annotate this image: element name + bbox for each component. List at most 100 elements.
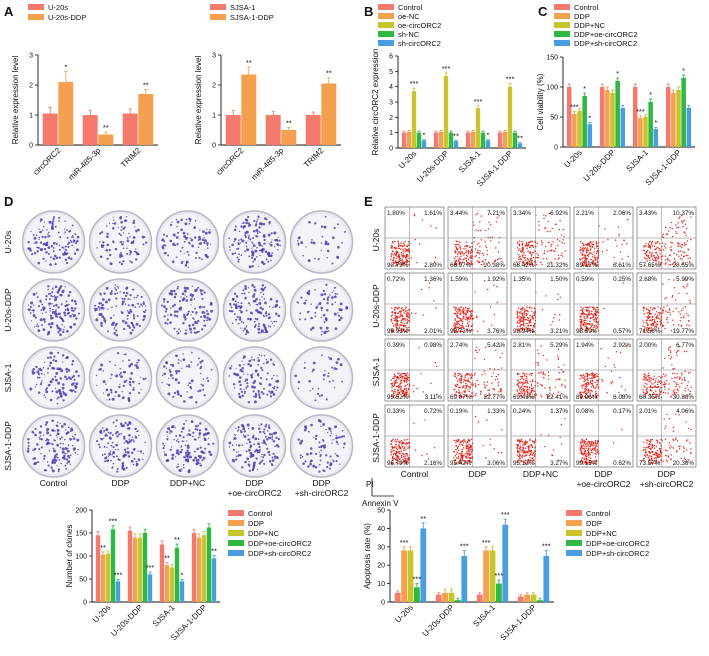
colony-dot	[314, 257, 316, 260]
significance-mark: *	[682, 66, 685, 75]
flow-dot	[465, 250, 467, 252]
flow-dot	[468, 320, 470, 322]
quadrant-ul: 2.81%	[513, 342, 531, 349]
colony-dot	[231, 243, 234, 247]
flow-dot	[591, 261, 593, 264]
flow-dot	[580, 319, 583, 321]
colony-dot	[275, 303, 279, 307]
flow-dot	[465, 251, 467, 253]
flow-dot	[593, 331, 595, 333]
colony-dot	[64, 308, 67, 311]
flow-dot	[650, 307, 652, 309]
colony-dot	[100, 294, 102, 296]
flow-dot	[534, 262, 536, 264]
flow-dot	[458, 252, 460, 254]
colony-dot	[45, 251, 48, 254]
colony-dot	[331, 366, 334, 369]
colony-dot	[102, 380, 106, 384]
flow-dot	[517, 384, 519, 386]
flow-dot	[408, 309, 410, 311]
colony-dot	[315, 452, 318, 455]
flow-dot	[665, 247, 667, 249]
colony-dot	[248, 255, 251, 258]
flow-dot	[585, 314, 587, 316]
bar	[461, 556, 468, 602]
flow-dot	[480, 239, 482, 241]
quadrant-lr: 21.32%	[547, 262, 569, 269]
flow-dot	[689, 302, 691, 304]
colony-dot	[251, 426, 255, 430]
flow-dot	[397, 245, 400, 247]
colony-dot	[176, 243, 179, 246]
colony-dot	[299, 312, 302, 315]
colony-dot	[334, 425, 338, 429]
colony-dot	[67, 243, 70, 246]
colony-dot	[76, 248, 79, 252]
flow-dot	[643, 245, 646, 247]
flow-dot	[594, 264, 596, 266]
colony-dot	[342, 446, 345, 449]
colony-dot	[72, 382, 75, 385]
flow-dot	[521, 324, 523, 326]
legend-entry: SJSA-1	[230, 3, 255, 12]
colony-dot	[109, 388, 113, 392]
flow-dot	[453, 328, 455, 330]
flow-dot	[558, 366, 560, 369]
plate-dish	[92, 282, 149, 338]
flow-dot	[525, 375, 527, 377]
flow-dot	[591, 245, 593, 247]
colony-dot	[229, 302, 232, 306]
flow-dot	[680, 310, 683, 312]
flow-dot	[499, 390, 501, 392]
colony-dot	[70, 306, 74, 310]
flow-dot	[584, 323, 586, 325]
colony-dot	[169, 373, 173, 377]
colony-dot	[254, 249, 258, 253]
colony-dot	[237, 260, 240, 263]
flow-dot	[400, 380, 402, 382]
flow-dot	[496, 286, 498, 288]
flow-dot	[495, 221, 498, 223]
legend-entry: DDP+sh-circORC2	[248, 549, 311, 558]
bar	[421, 140, 427, 148]
flow-dot	[644, 307, 646, 309]
flow-dot	[402, 324, 404, 326]
colony-dot	[103, 319, 107, 323]
colony-dot	[73, 300, 77, 303]
flow-dot	[398, 258, 401, 260]
colony-dot	[244, 284, 247, 288]
flow-dot	[403, 372, 405, 375]
flow-dot	[414, 238, 416, 241]
flow-dot	[582, 261, 584, 263]
flow-dot	[531, 264, 533, 266]
colony-dot	[244, 250, 247, 253]
colony-dot	[109, 292, 113, 295]
colony-dot	[101, 427, 104, 429]
flow-dot	[455, 327, 457, 329]
flow-dot	[654, 259, 656, 262]
colony-dot	[208, 231, 211, 234]
flow-dot	[468, 373, 470, 375]
colony-plate	[289, 278, 354, 342]
colony-dot	[246, 442, 248, 445]
flow-dot	[402, 252, 404, 255]
flow-dot	[402, 373, 404, 375]
colony-dot	[237, 322, 240, 325]
colony-dot	[271, 252, 274, 255]
colony-dot	[186, 449, 189, 452]
colony-dot	[38, 238, 40, 241]
flow-dot	[459, 320, 461, 322]
flow-dot	[528, 389, 530, 391]
flow-dot	[433, 300, 435, 302]
flow-dot	[538, 220, 540, 222]
quadrant-ul: 3.43%	[639, 210, 657, 217]
flow-dot	[586, 310, 588, 312]
flow-dot	[521, 328, 524, 331]
bar	[159, 544, 165, 602]
colony-dot	[257, 218, 259, 221]
flow-dot	[529, 314, 532, 317]
flow-dot	[499, 356, 501, 359]
flow-dot	[659, 243, 661, 245]
colony-dot	[119, 234, 122, 237]
colony-dot	[251, 241, 253, 244]
